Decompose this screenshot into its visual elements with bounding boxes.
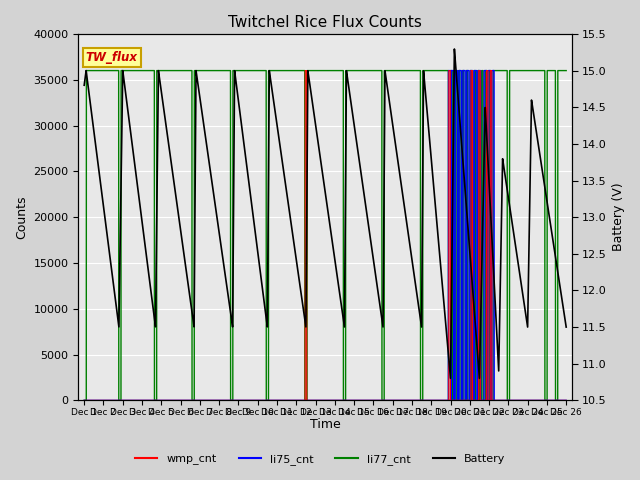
Text: TW_flux: TW_flux (86, 51, 138, 64)
Y-axis label: Counts: Counts (15, 195, 28, 239)
Legend: wmp_cnt, li75_cnt, li77_cnt, Battery: wmp_cnt, li75_cnt, li77_cnt, Battery (131, 450, 509, 469)
Title: Twitchel Rice Flux Counts: Twitchel Rice Flux Counts (228, 15, 422, 30)
Y-axis label: Battery (V): Battery (V) (612, 183, 625, 252)
X-axis label: Time: Time (310, 419, 340, 432)
